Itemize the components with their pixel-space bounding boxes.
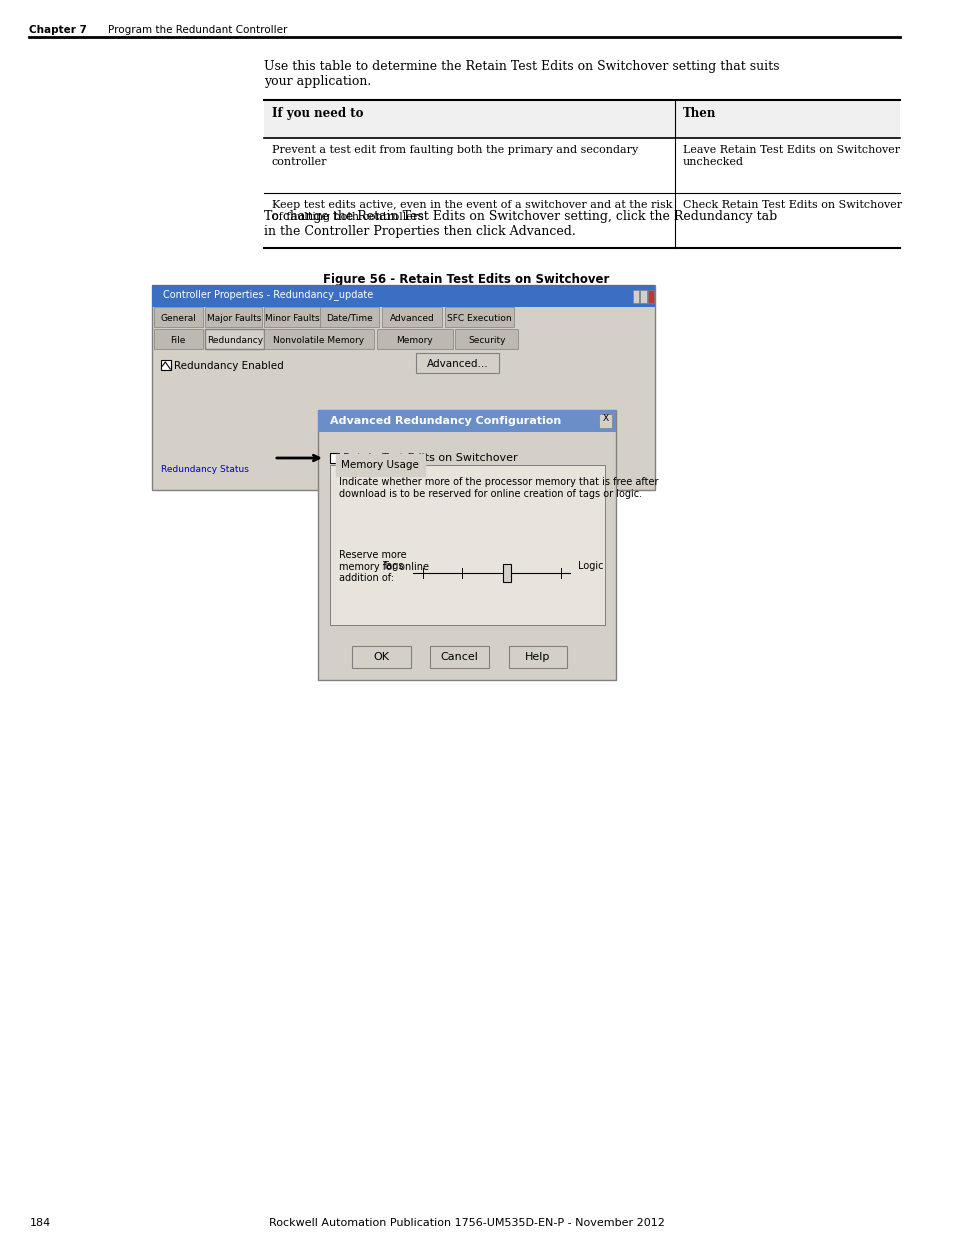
Text: To change the Retain Test Edits on Switchover setting, click the Redundancy tab
: To change the Retain Test Edits on Switc… (264, 210, 777, 238)
Text: OK: OK (374, 652, 389, 662)
Text: Redundancy: Redundancy (207, 336, 263, 345)
Text: Memory Usage: Memory Usage (341, 459, 419, 471)
Text: Keep test edits active, even in the event of a switchover and at the risk
of fau: Keep test edits active, even in the even… (272, 200, 672, 221)
Bar (264, 329, 374, 350)
Bar (508, 646, 567, 668)
Text: Rockwell Automation Publication 1756-UM535D-EN-P - November 2012: Rockwell Automation Publication 1756-UM5… (269, 1218, 664, 1228)
Bar (455, 329, 517, 350)
Bar (330, 466, 604, 625)
Text: Redundancy Status: Redundancy Status (161, 466, 249, 474)
Text: Controller Properties - Redundancy_update: Controller Properties - Redundancy_updat… (163, 289, 374, 300)
Text: Memory: Memory (396, 336, 433, 345)
Bar (416, 353, 498, 373)
Text: Tags: Tags (381, 561, 402, 571)
Bar (598, 414, 612, 429)
Text: Prevent a test edit from faulting both the primary and secondary
controller: Prevent a test edit from faulting both t… (272, 144, 638, 167)
Text: Major Faults: Major Faults (207, 314, 261, 324)
Text: Leave Retain Test Edits on Switchover
unchecked: Leave Retain Test Edits on Switchover un… (682, 144, 899, 167)
Bar (319, 308, 378, 327)
Bar (264, 100, 899, 138)
Text: Reserve more
memory for online
addition of:: Reserve more memory for online addition … (339, 550, 429, 583)
Text: Program the Redundant Controller: Program the Redundant Controller (108, 25, 287, 35)
Bar (317, 410, 616, 680)
Text: 184: 184 (30, 1218, 51, 1228)
Bar (153, 329, 202, 350)
Bar (152, 285, 655, 490)
Bar (317, 410, 616, 432)
Bar (205, 308, 262, 327)
Bar (330, 453, 339, 463)
Bar (152, 285, 655, 308)
Text: SFC Execution: SFC Execution (447, 314, 511, 324)
Bar (264, 308, 320, 327)
Text: Check Retain Test Edits on Switchover: Check Retain Test Edits on Switchover (682, 200, 901, 210)
Text: Figure 56 - Retain Test Edits on Switchover: Figure 56 - Retain Test Edits on Switcho… (323, 273, 609, 287)
Text: Advanced...: Advanced... (426, 359, 488, 369)
Text: If you need to: If you need to (272, 107, 363, 120)
Text: Date/Time: Date/Time (326, 314, 373, 324)
Bar (445, 308, 513, 327)
Text: General: General (160, 314, 195, 324)
Bar (205, 329, 264, 350)
Text: Cancel: Cancel (440, 652, 478, 662)
Bar (153, 308, 202, 327)
Text: Redundancy Enabled: Redundancy Enabled (174, 361, 284, 370)
Text: Minor Faults: Minor Faults (265, 314, 319, 324)
Text: Advanced Redundancy Configuration: Advanced Redundancy Configuration (330, 416, 560, 426)
Bar (632, 290, 639, 303)
Text: Advanced: Advanced (389, 314, 434, 324)
Text: X: X (602, 414, 608, 422)
Bar (352, 646, 411, 668)
Text: Nonvolatile Memory: Nonvolatile Memory (274, 336, 364, 345)
Text: Then: Then (682, 107, 716, 120)
Text: File: File (171, 336, 186, 345)
Text: Use this table to determine the Retain Test Edits on Switchover setting that sui: Use this table to determine the Retain T… (264, 61, 779, 88)
Bar (639, 290, 646, 303)
Bar (430, 646, 489, 668)
Text: Security: Security (468, 336, 505, 345)
Bar (381, 308, 442, 327)
Text: Help: Help (525, 652, 550, 662)
Text: Logic: Logic (578, 561, 603, 571)
Bar (503, 564, 511, 582)
Text: Chapter 7: Chapter 7 (30, 25, 87, 35)
Bar (647, 290, 654, 303)
Text: Indicate whether more of the processor memory that is free after
download is to : Indicate whether more of the processor m… (339, 477, 659, 499)
Text: Retain Test Edits on Switchover: Retain Test Edits on Switchover (343, 453, 517, 463)
Bar (161, 359, 171, 370)
Bar (376, 329, 453, 350)
